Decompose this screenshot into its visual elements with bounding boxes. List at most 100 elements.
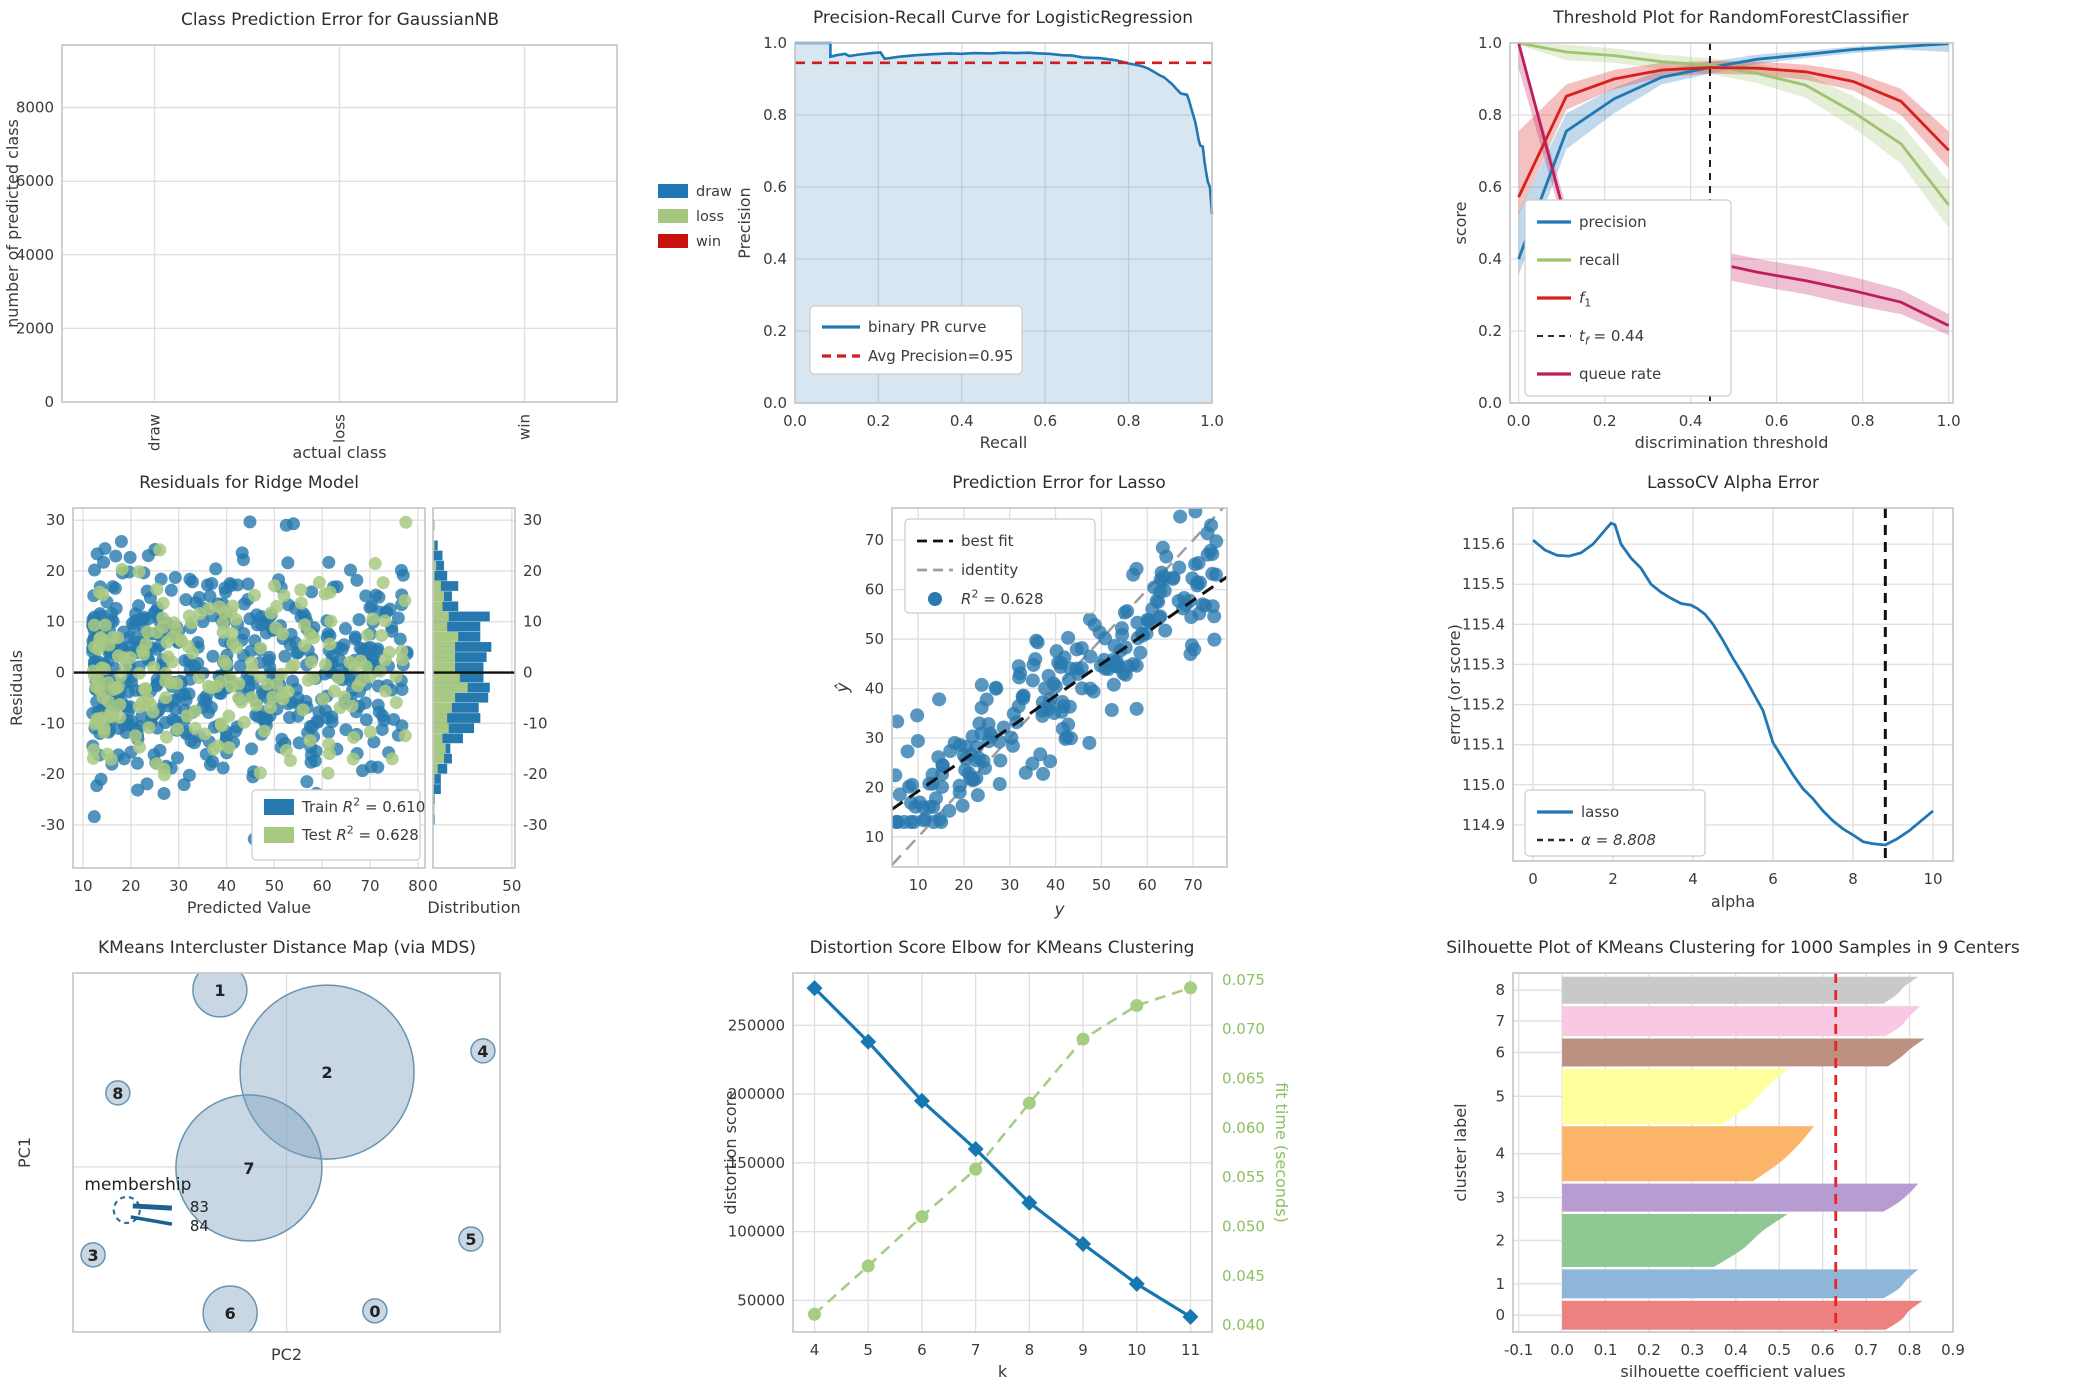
y-tick: 0.6	[763, 178, 787, 196]
y-tick: 50	[865, 630, 884, 648]
x-tick: 30	[1000, 876, 1019, 894]
scatter-point	[1156, 569, 1171, 584]
x-tick: 10	[909, 876, 928, 894]
x-tick: 40	[1046, 876, 1065, 894]
hist-bar-test	[433, 702, 452, 713]
scatter-point	[935, 758, 950, 773]
y-tick: 10	[523, 613, 542, 631]
panel-alpha-error: LassoCV Alpha Error 0 2 4 6 8 10 114.9 115.0 115…	[1400, 467, 2100, 934]
hist-bar-train	[433, 784, 441, 794]
x-tick: 0.6	[1765, 412, 1789, 430]
membership-circle	[112, 1195, 141, 1225]
y-tick: 0.045	[1222, 1267, 1265, 1285]
scatter-point	[1107, 638, 1122, 653]
series-line-precision	[1517, 42, 1949, 260]
hist-bar-train	[433, 713, 481, 723]
x-tick: 70	[1184, 876, 1203, 894]
hist-bar-train	[433, 621, 481, 632]
x-axis-label: k	[998, 1362, 1008, 1381]
cluster-bubble-5	[458, 1226, 484, 1252]
x-tick: 5	[863, 1341, 873, 1359]
chart-title: Precision-Recall Curve for LogisticRegre…	[812, 8, 1194, 28]
y-tick: -10	[41, 714, 66, 732]
y-tick: 115.5	[1462, 575, 1505, 593]
y-tick: 6	[1495, 1043, 1505, 1061]
silhouette-band-7	[1562, 1006, 1921, 1037]
x-tick: 7	[971, 1341, 981, 1359]
plot-frame	[891, 507, 1228, 868]
hist-bar-test	[433, 723, 449, 734]
hist-bar-test	[433, 662, 456, 673]
distortion-marker	[1182, 1308, 1199, 1325]
chart-title: Threshold Plot for RandomForestClassifie…	[1553, 8, 1909, 28]
x-tick: 8	[1848, 870, 1858, 888]
legend-swatch	[264, 827, 294, 843]
x-tick: 1.0	[1937, 412, 1961, 430]
scatter-point	[897, 815, 912, 830]
y-tick: 115.1	[1462, 736, 1505, 754]
x-tick: 50	[1092, 876, 1111, 894]
y-tick: 0.6	[1478, 178, 1502, 196]
hist-bar-test	[433, 652, 456, 662]
x-tick: 4	[1688, 870, 1698, 888]
legend-label: Test R2 = 0.628	[301, 824, 419, 844]
y-tick: 250000	[728, 1016, 785, 1034]
y-tick: 8000	[16, 99, 54, 117]
x-axis-label: y	[1053, 900, 1065, 920]
fit-time-marker	[1184, 981, 1198, 995]
scatter-point	[1005, 738, 1020, 753]
x-tick: 10	[1127, 1341, 1146, 1359]
y-tick: 115.3	[1462, 655, 1505, 673]
lasso-error-line	[1532, 521, 1934, 847]
x-tick: 0.8	[1851, 412, 1875, 430]
cluster-bubble-7	[175, 1094, 323, 1242]
y-axis-label: PC1	[15, 1137, 34, 1168]
y-tick: 20	[523, 562, 542, 580]
scatter-point	[900, 744, 915, 759]
scatter-point	[952, 778, 967, 793]
hist-bar-test	[433, 611, 449, 622]
membership-label: membership	[84, 1175, 191, 1195]
band-queue rate	[1518, 43, 1949, 336]
scatter-point	[1158, 623, 1173, 638]
x-tick: -0.1	[1504, 1341, 1533, 1359]
y-tick: 0.0	[763, 394, 787, 412]
y-tick: 50000	[737, 1291, 785, 1309]
hist-bar-test	[433, 692, 456, 703]
legend-swatch	[264, 799, 294, 815]
membership-value: 84	[190, 1217, 209, 1235]
legend-label: draw	[696, 184, 732, 200]
silhouette-chart: -0.1 0.0 0.1 0.2 0.3 0.4 0.5 0.6 0.7 0.8 0.9 0 1 2 3 4 5…	[1451, 972, 1965, 1381]
scatter-point	[1028, 652, 1043, 667]
legend-label: α = 8.808	[1581, 831, 1656, 849]
y-tick: 70	[865, 531, 884, 549]
y-tick: -30	[523, 816, 548, 834]
scatter-point	[932, 692, 947, 707]
hist-bar-train	[433, 642, 492, 652]
legend-swatch	[658, 209, 688, 223]
x-tick: 0.8	[1898, 1341, 1922, 1359]
scatter-point	[1188, 508, 1203, 519]
y-tick: 0.8	[763, 106, 787, 124]
x-tick: 2	[1608, 870, 1618, 888]
scatter-point	[1061, 717, 1076, 732]
x-axis-label: silhouette coefficient values	[1620, 1362, 1845, 1381]
fit-time-marker	[915, 1210, 929, 1224]
fit-time-marker	[807, 1307, 821, 1321]
scatter-point	[1110, 659, 1125, 674]
prediction-error-chart: 10 20 30 40 50 60 70 10 20 30 40 50 60 70 y ŷ best fit id…	[833, 507, 1228, 920]
legend-swatch	[658, 234, 688, 248]
x-tick: 0	[428, 877, 438, 895]
hist-bar-train	[433, 652, 487, 662]
x-tick: 0.7	[1854, 1341, 1878, 1359]
hist-bar-test	[433, 560, 437, 571]
y-tick: 0	[55, 664, 65, 682]
scatter-point	[1074, 661, 1089, 676]
scatter-point	[992, 777, 1007, 792]
hist-bar-train	[433, 702, 479, 713]
scatter-point	[1129, 701, 1144, 716]
fit-time-marker	[1022, 1096, 1036, 1110]
silhouette-band-4	[1562, 1126, 1815, 1182]
legend-label: recall	[1579, 251, 1620, 269]
scatter-point	[958, 739, 973, 754]
